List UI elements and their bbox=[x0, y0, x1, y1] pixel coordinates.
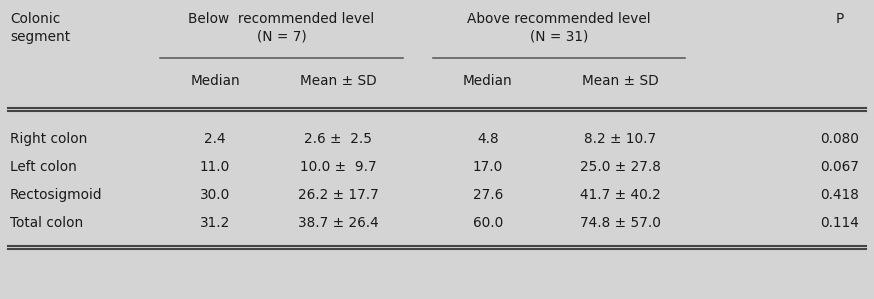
Text: 4.8: 4.8 bbox=[477, 132, 499, 146]
Text: 30.0: 30.0 bbox=[200, 188, 230, 202]
Text: 0.114: 0.114 bbox=[821, 216, 859, 230]
Text: 31.2: 31.2 bbox=[200, 216, 230, 230]
Text: (N = 31): (N = 31) bbox=[530, 30, 588, 44]
Text: Colonic: Colonic bbox=[10, 12, 60, 26]
Text: 8.2 ± 10.7: 8.2 ± 10.7 bbox=[584, 132, 656, 146]
Text: 0.067: 0.067 bbox=[821, 160, 859, 174]
Text: 26.2 ± 17.7: 26.2 ± 17.7 bbox=[298, 188, 378, 202]
Text: 41.7 ± 40.2: 41.7 ± 40.2 bbox=[579, 188, 661, 202]
Text: Mean ± SD: Mean ± SD bbox=[300, 74, 377, 88]
Text: 10.0 ±  9.7: 10.0 ± 9.7 bbox=[300, 160, 377, 174]
Text: 25.0 ± 27.8: 25.0 ± 27.8 bbox=[579, 160, 661, 174]
Text: Right colon: Right colon bbox=[10, 132, 87, 146]
Text: Median: Median bbox=[191, 74, 239, 88]
Text: 2.6 ±  2.5: 2.6 ± 2.5 bbox=[304, 132, 372, 146]
Text: 17.0: 17.0 bbox=[473, 160, 503, 174]
Text: 74.8 ± 57.0: 74.8 ± 57.0 bbox=[579, 216, 661, 230]
Text: 38.7 ± 26.4: 38.7 ± 26.4 bbox=[298, 216, 378, 230]
Text: 27.6: 27.6 bbox=[473, 188, 503, 202]
Text: Left colon: Left colon bbox=[10, 160, 77, 174]
Text: segment: segment bbox=[10, 30, 70, 44]
Text: P: P bbox=[836, 12, 844, 26]
Text: (N = 7): (N = 7) bbox=[257, 30, 307, 44]
Text: Mean ± SD: Mean ± SD bbox=[582, 74, 658, 88]
Text: Below  recommended level: Below recommended level bbox=[189, 12, 375, 26]
Text: Above recommended level: Above recommended level bbox=[468, 12, 651, 26]
Text: 60.0: 60.0 bbox=[473, 216, 503, 230]
Text: Median: Median bbox=[463, 74, 513, 88]
Text: 0.080: 0.080 bbox=[821, 132, 859, 146]
Text: 0.418: 0.418 bbox=[821, 188, 859, 202]
Text: 11.0: 11.0 bbox=[200, 160, 230, 174]
Text: Total colon: Total colon bbox=[10, 216, 83, 230]
Text: 2.4: 2.4 bbox=[205, 132, 225, 146]
Text: Rectosigmoid: Rectosigmoid bbox=[10, 188, 102, 202]
